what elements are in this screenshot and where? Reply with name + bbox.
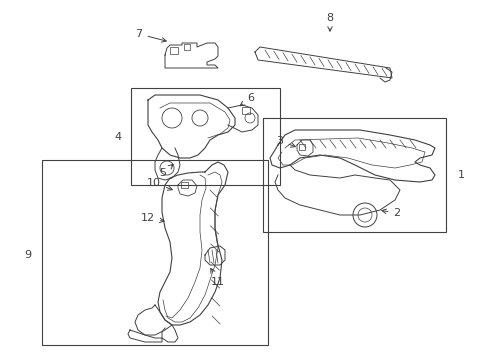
Bar <box>263 118 445 232</box>
Text: 7: 7 <box>135 29 166 42</box>
Bar <box>131 88 280 185</box>
Text: 11: 11 <box>210 269 224 287</box>
Text: 6: 6 <box>240 93 254 106</box>
Text: 4: 4 <box>114 132 122 142</box>
Text: 3: 3 <box>276 136 295 147</box>
Text: 5: 5 <box>159 165 173 178</box>
Bar <box>242 107 249 114</box>
Text: 8: 8 <box>326 13 333 31</box>
Text: 1: 1 <box>457 170 464 180</box>
Text: 9: 9 <box>24 250 32 260</box>
Bar <box>298 144 305 150</box>
Bar <box>170 47 178 54</box>
Bar <box>181 182 187 188</box>
Bar <box>183 44 190 50</box>
Bar <box>42 160 267 345</box>
Text: 10: 10 <box>147 178 172 190</box>
Text: 12: 12 <box>141 213 164 223</box>
Text: 2: 2 <box>381 208 400 218</box>
